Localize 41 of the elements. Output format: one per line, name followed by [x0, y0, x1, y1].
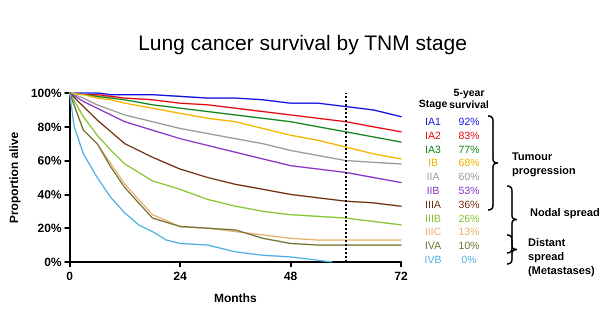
text: Distant spread (Metastases): [528, 236, 596, 278]
text: 68%: [458, 157, 480, 170]
x-tick-label: 0: [66, 269, 74, 283]
x-axis-title: Months: [214, 291, 257, 305]
text: 0%: [461, 254, 477, 266]
line-series: [68, 92, 402, 184]
text: IIB: [426, 185, 440, 197]
text: 36%: [458, 198, 480, 211]
x-tick-label: 72: [394, 269, 408, 283]
text: 60%: [458, 171, 480, 184]
text: IA3: [425, 144, 441, 156]
text: IIIC: [424, 226, 442, 238]
text: 26%: [458, 212, 480, 225]
text: IB: [428, 157, 438, 170]
legend-title: Stage: [418, 98, 448, 110]
text: 13%: [458, 226, 480, 238]
text: IA2: [425, 130, 441, 142]
y-tick-label: 80%: [38, 120, 62, 134]
y-tick-label: 40%: [38, 187, 62, 202]
y-tick-label: 60%: [38, 154, 62, 168]
y-tick-label: 0%: [44, 255, 62, 269]
y-tick-label: 20%: [38, 221, 62, 236]
text: IVA: [424, 240, 442, 252]
y-axis-title: Proportion alive: [7, 132, 21, 224]
x-tick-label: 48: [284, 269, 298, 283]
text: IIIB: [425, 212, 441, 225]
text: IVB: [424, 254, 442, 266]
text: 77%: [458, 144, 480, 156]
text: IIA: [426, 171, 440, 184]
text: 92%: [458, 116, 480, 128]
text: 53%: [458, 185, 480, 197]
text: Tumour progression: [512, 150, 577, 178]
x-tick-label: 24: [173, 269, 188, 283]
text: Nodal spread: [530, 206, 601, 220]
text: 83%: [458, 130, 480, 142]
text: 10%: [458, 240, 480, 252]
text: 5-year survival: [449, 87, 489, 111]
y-tick-label: 100%: [30, 86, 62, 100]
text: IA1: [425, 116, 441, 128]
text: IIIA: [425, 198, 441, 211]
chart-title: Lung cancer survival by TNM stage: [138, 32, 467, 55]
